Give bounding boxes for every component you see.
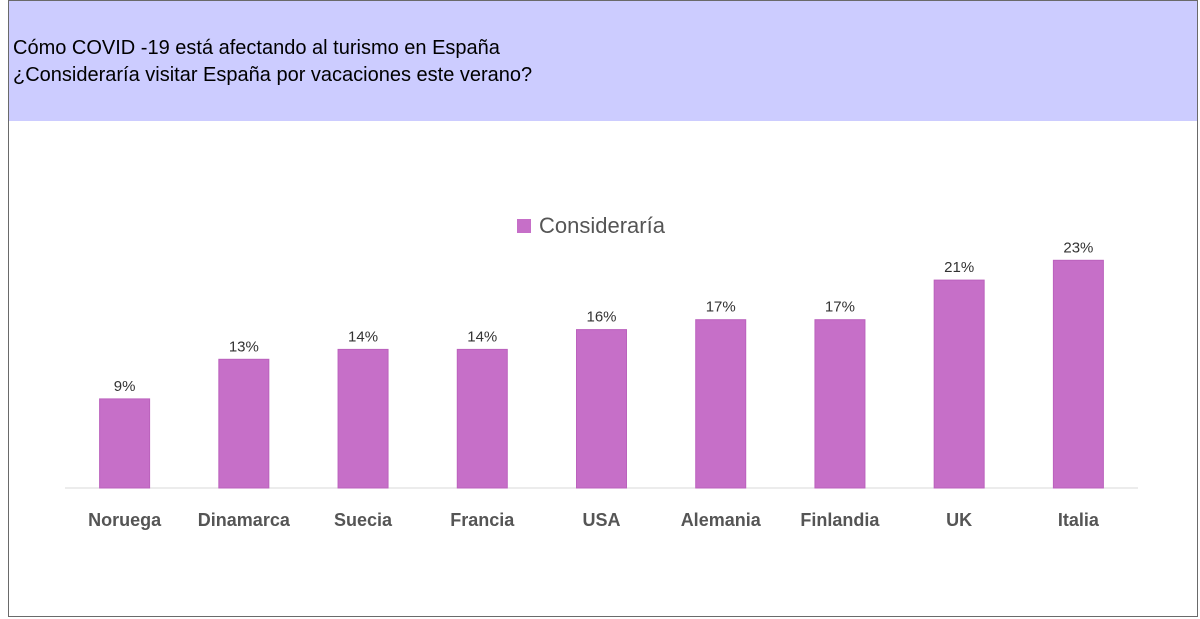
legend-label: Consideraría <box>539 213 665 238</box>
bar-dinamarca <box>218 358 270 489</box>
value-label-suecia: 14% <box>348 328 378 345</box>
bar-suecia <box>337 348 389 489</box>
category-label-francia: Francia <box>450 510 515 530</box>
value-label-usa: 16% <box>586 309 616 326</box>
value-label-alemania: 17% <box>706 299 736 316</box>
value-label-francia: 14% <box>467 328 497 345</box>
bar-noruega <box>99 398 151 489</box>
category-label-suecia: Suecia <box>334 510 393 530</box>
value-label-dinamarca: 13% <box>229 338 259 355</box>
chart-legend: Consideraría <box>517 213 665 239</box>
category-label-uk: UK <box>946 510 972 530</box>
bar-alemania <box>695 319 747 489</box>
category-label-dinamarca: Dinamarca <box>198 510 291 530</box>
value-label-uk: 21% <box>944 259 974 276</box>
value-label-finlandia: 17% <box>825 299 855 316</box>
legend-swatch <box>517 219 531 233</box>
value-label-noruega: 9% <box>114 378 136 395</box>
chart-subtitle: ¿Consideraría visitar España por vacacio… <box>13 64 533 86</box>
category-label-finlandia: Finlandia <box>800 510 880 530</box>
bar-uk <box>933 279 985 489</box>
chart-title: Cómo COVID -19 está afectando al turismo… <box>13 37 500 59</box>
category-label-usa: USA <box>582 510 620 530</box>
bar-italia <box>1052 259 1104 489</box>
chart-frame: Cómo COVID -19 está afectando al turismo… <box>8 0 1198 617</box>
bar-francia <box>456 348 508 489</box>
category-label-italia: Italia <box>1058 510 1100 530</box>
bar-usa <box>576 329 627 489</box>
value-label-italia: 23% <box>1063 239 1093 256</box>
category-label-alemania: Alemania <box>681 510 762 530</box>
category-label-noruega: Noruega <box>88 510 162 530</box>
chart-header: Cómo COVID -19 está afectando al turismo… <box>9 1 1197 121</box>
bar-finlandia <box>814 319 866 489</box>
